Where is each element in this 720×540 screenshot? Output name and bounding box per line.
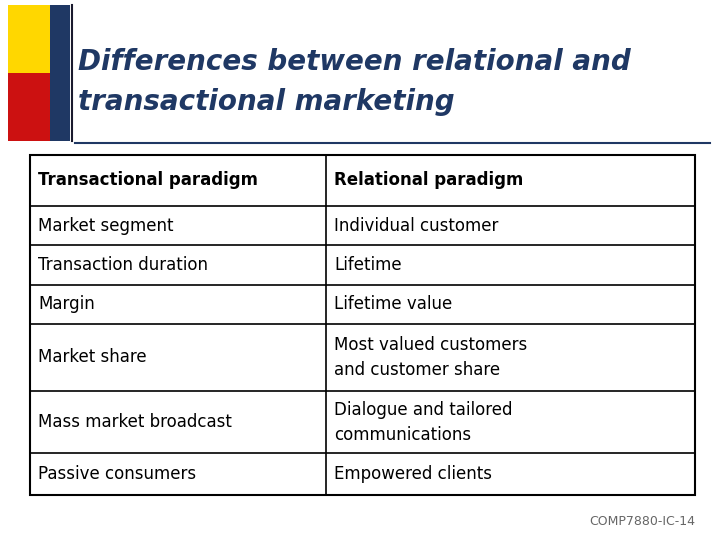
Bar bbox=[30, 155, 695, 495]
Text: Dialogue and tailored
communications: Dialogue and tailored communications bbox=[334, 401, 513, 444]
Text: Empowered clients: Empowered clients bbox=[334, 465, 492, 483]
Text: transactional marketing: transactional marketing bbox=[78, 88, 454, 116]
Text: Margin: Margin bbox=[38, 295, 95, 313]
Text: Most valued customers
and customer share: Most valued customers and customer share bbox=[334, 336, 527, 379]
Text: Lifetime value: Lifetime value bbox=[334, 295, 452, 313]
Bar bbox=[8, 5, 50, 73]
Bar bbox=[50, 5, 70, 141]
Text: Differences between relational and: Differences between relational and bbox=[78, 48, 631, 76]
Text: Market share: Market share bbox=[38, 348, 147, 366]
Text: Mass market broadcast: Mass market broadcast bbox=[38, 413, 232, 431]
Text: Market segment: Market segment bbox=[38, 217, 174, 234]
Bar bbox=[8, 73, 50, 141]
Text: Transactional paradigm: Transactional paradigm bbox=[38, 171, 258, 190]
Text: Relational paradigm: Relational paradigm bbox=[334, 171, 523, 190]
Text: Lifetime: Lifetime bbox=[334, 256, 402, 274]
Text: Passive consumers: Passive consumers bbox=[38, 465, 196, 483]
Text: Individual customer: Individual customer bbox=[334, 217, 498, 234]
Text: COMP7880-IC-14: COMP7880-IC-14 bbox=[589, 515, 695, 528]
Text: Transaction duration: Transaction duration bbox=[38, 256, 208, 274]
